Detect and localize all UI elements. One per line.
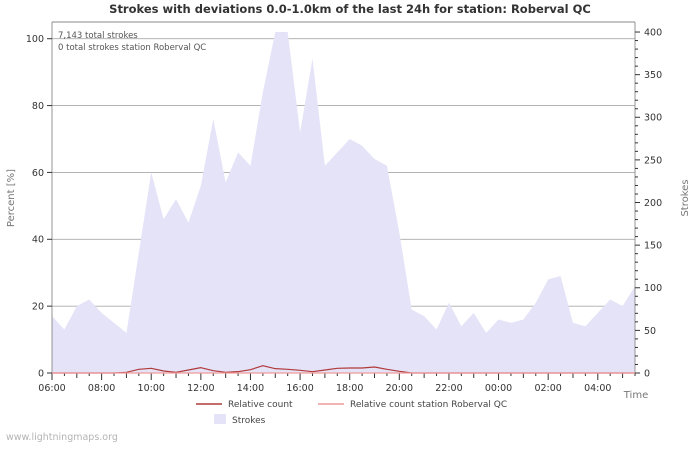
- x-axis-tick-label: 16:00: [286, 383, 313, 394]
- watermark: www.lightningmaps.org: [6, 432, 118, 443]
- x-axis-tick-label: 18:00: [336, 383, 363, 394]
- y-axis-left-ticks: 0 20 40 60 80 100: [26, 34, 52, 379]
- strokes-area-series: [52, 32, 635, 373]
- x-axis-tick-label: 00:00: [485, 383, 512, 394]
- y-axis-right-title: Strokes: [680, 179, 691, 216]
- y-axis-right-tick-label: 0: [644, 368, 650, 379]
- y-axis-left-tick-label: 40: [32, 235, 44, 246]
- x-axis-title: Time: [623, 390, 648, 401]
- x-axis-tick-label: 14:00: [237, 383, 264, 394]
- page-title: Strokes with deviations 0.0-1.0km of the…: [109, 2, 591, 16]
- x-axis-tick-label: 06:00: [38, 383, 65, 394]
- y-axis-left-tick-label: 20: [32, 302, 44, 313]
- legend-label-relative-count[interactable]: Relative count: [228, 400, 293, 410]
- x-axis-tick-label: 20:00: [386, 383, 413, 394]
- y-axis-right-tick-label: 150: [644, 241, 662, 252]
- y-axis-right-tick-label: 300: [644, 113, 662, 124]
- annotation-total-strokes: 7,143 total strokes: [58, 31, 138, 41]
- annotation-station-strokes: 0 total strokes station Roberval QC: [58, 43, 206, 53]
- y-axis-left-title: Percent [%]: [6, 169, 17, 227]
- y-axis-right-tick-label: 50: [644, 326, 656, 337]
- x-axis-tick-label: 08:00: [88, 383, 115, 394]
- y-axis-left-tick-label: 60: [32, 168, 44, 179]
- y-axis-right-ticks: 0 50 100 150 200 250 300 350 400: [635, 27, 662, 379]
- y-axis-right-tick-label: 350: [644, 70, 662, 81]
- legend-swatch-strokes: [214, 414, 226, 424]
- x-axis-tick-label: 10:00: [138, 383, 165, 394]
- x-axis-tick-label: 22:00: [435, 383, 462, 394]
- y-axis-left-tick-label: 80: [32, 101, 44, 112]
- y-axis-left-tick-label: 0: [38, 368, 44, 379]
- legend-label-relative-count-station[interactable]: Relative count station Roberval QC: [350, 400, 507, 410]
- legend-label-strokes[interactable]: Strokes: [232, 416, 266, 426]
- x-axis-tick-label: 02:00: [534, 383, 561, 394]
- y-axis-right-tick-label: 200: [644, 198, 662, 209]
- y-axis-right-tick-label: 400: [644, 27, 662, 38]
- chart-legend: Relative count Relative count station Ro…: [196, 400, 507, 426]
- x-axis-tick-label: 04:00: [584, 383, 611, 394]
- y-axis-left-tick-label: 100: [26, 34, 44, 45]
- x-axis-ticks: 06:00 08:00 10:00 12:00 14:00 16:00 18:00 20:00…: [38, 373, 636, 394]
- relative-count-series: [52, 365, 635, 374]
- y-axis-right-tick-label: 250: [644, 155, 662, 166]
- y-axis-right-tick-label: 100: [644, 283, 662, 294]
- x-axis-tick-label: 12:00: [187, 383, 214, 394]
